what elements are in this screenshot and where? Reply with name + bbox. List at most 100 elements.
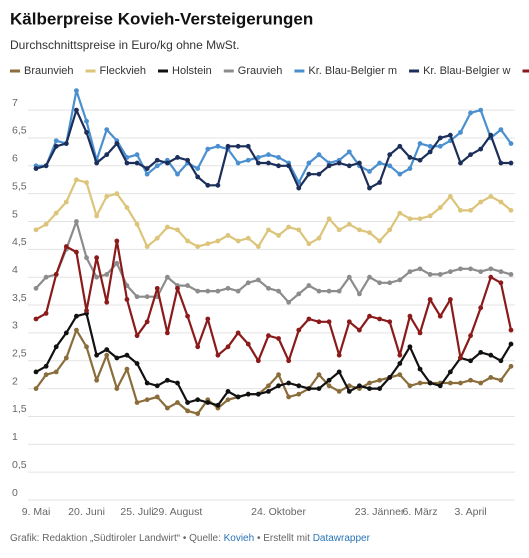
series-line [36,180,511,247]
y-tick-label: 2 [12,375,18,387]
data-point [286,225,291,230]
data-point [367,381,372,386]
data-point [347,319,352,324]
data-point [236,161,241,166]
data-point [266,286,271,291]
data-point [428,272,433,277]
data-point [317,372,322,377]
data-point [337,289,342,294]
data-point [296,227,301,232]
data-point [135,294,140,299]
data-point [125,205,130,210]
footer-text: • Erstellt mit [254,533,313,544]
data-point [418,216,423,221]
data-point [104,272,109,277]
data-point [44,163,49,168]
data-point [135,152,140,157]
data-point [74,314,79,319]
data-point [104,194,109,199]
data-point [509,342,514,347]
data-point [488,133,493,138]
data-point [54,272,59,277]
data-point [408,344,413,349]
data-point [296,392,301,397]
data-point [266,227,271,232]
y-tick-label: 4 [12,264,18,276]
data-point [155,163,160,168]
y-tick-label: 2,5 [12,348,27,360]
data-point [226,233,231,238]
data-point [44,222,49,227]
data-point [256,244,261,249]
y-tick-label: 1,5 [12,403,27,415]
data-point [226,397,231,402]
footer-text: Grafik: Redaktion „Südtiroler Landwirt“ … [10,533,224,544]
data-point [428,381,433,386]
data-point [428,297,433,302]
data-point [114,356,119,361]
data-point [317,319,322,324]
data-point [327,216,332,221]
data-point [509,141,514,146]
data-point [408,314,413,319]
chart-title: Kälberpreise Kovieh-Versteigerungen [10,9,313,28]
data-point [226,286,231,291]
data-point [185,408,190,413]
legend-label: Grauvieh [238,65,283,77]
data-point [84,130,89,135]
data-point [377,161,382,166]
data-point [367,275,372,280]
data-point [94,161,99,166]
data-point [185,314,190,319]
data-point [306,161,311,166]
data-point [175,172,180,177]
data-point [165,378,170,383]
data-point [317,236,322,241]
data-point [175,286,180,291]
data-point [337,353,342,358]
legend-item: Fleckvieh [86,65,146,77]
data-point [145,244,150,249]
data-point [458,208,463,213]
data-point [347,275,352,280]
y-tick-label: 5,5 [12,180,27,192]
series-line [36,330,511,414]
data-point [387,375,392,380]
data-point [317,172,322,177]
data-point [165,225,170,230]
data-point [104,353,109,358]
legend-label: Kr. Blau-Belgier w [423,65,510,77]
legend-item: Kr. Blau-Belgier m [294,65,397,77]
data-point [175,400,180,405]
data-point [74,88,79,93]
source-link[interactable]: Kovieh [224,533,255,544]
data-point [44,275,49,280]
footer: Grafik: Redaktion „Südtiroler Landwirt“ … [10,533,371,544]
data-point [266,383,271,388]
data-point [165,275,170,280]
data-point [205,147,210,152]
data-point [236,331,241,336]
data-point [448,297,453,302]
data-point [266,152,271,157]
legend-label: Braunvieh [24,65,74,77]
data-point [317,386,322,391]
tool-link[interactable]: Datawrapper [313,533,371,544]
data-point [175,227,180,232]
data-point [145,166,150,171]
data-point [84,255,89,260]
data-point [347,163,352,168]
data-point [387,319,392,324]
data-point [387,280,392,285]
data-point [367,314,372,319]
data-point [216,144,221,149]
data-point [498,378,503,383]
data-point [135,333,140,338]
data-point [387,227,392,232]
data-point [54,369,59,374]
data-point [418,141,423,146]
data-point [104,152,109,157]
data-point [458,356,463,361]
data-point [438,136,443,141]
data-point [114,141,119,146]
